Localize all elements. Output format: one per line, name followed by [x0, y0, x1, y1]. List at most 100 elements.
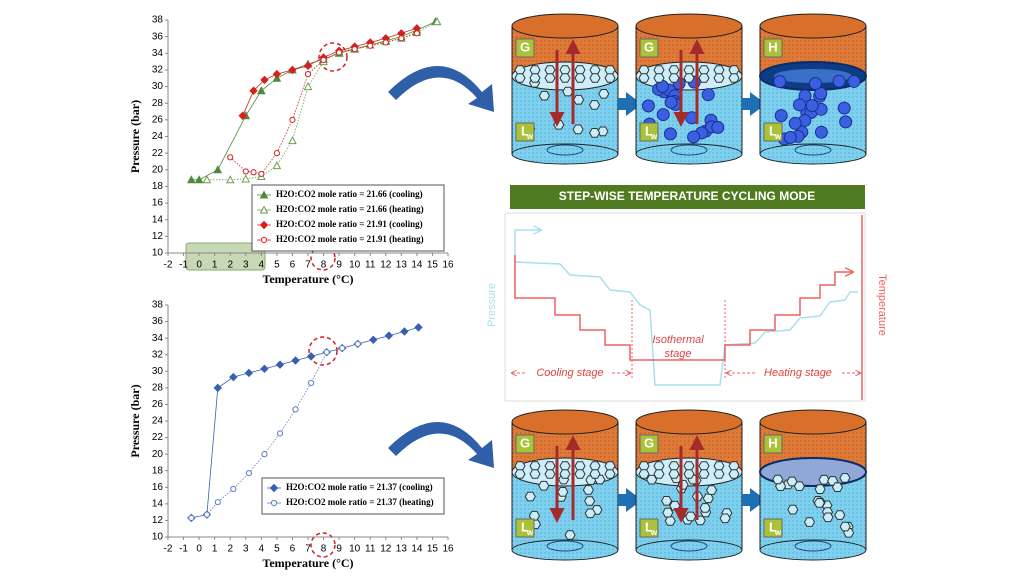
bubble [589, 128, 601, 138]
bubble [653, 73, 665, 83]
bubble [514, 65, 526, 75]
x-tick-label: 14 [411, 544, 423, 555]
x-tick-label: 5 [274, 544, 280, 555]
bubble [589, 65, 601, 75]
cylinder: H Lw [759, 13, 867, 165]
y-tick-label: 12 [152, 231, 164, 242]
marker [276, 430, 284, 437]
marker [188, 514, 195, 522]
y-tick-label: 24 [152, 131, 164, 142]
phase-tag [639, 434, 659, 454]
bubble [653, 469, 665, 479]
marker [241, 174, 251, 183]
hydrate-particle [837, 101, 851, 115]
series-line [206, 21, 438, 181]
y-tick-label: 16 [152, 198, 164, 209]
marker [214, 499, 221, 506]
bubble [524, 491, 536, 502]
y-axis-label: Pressure (bar) [128, 100, 142, 173]
bubble [685, 511, 697, 522]
bubble [683, 65, 695, 75]
marker [320, 56, 327, 64]
hydrate-particle [711, 120, 725, 134]
y-tick-label: 10 [152, 532, 164, 543]
phase-label: L [521, 123, 529, 138]
legend-label: H2O:CO2 mole ratio = 21.37 (cooling) [286, 482, 433, 492]
bubble [668, 73, 680, 83]
bubble [839, 521, 851, 532]
bubble [588, 100, 601, 110]
y-tick-label: 22 [152, 148, 164, 159]
x-tick-label: 16 [442, 260, 454, 271]
phase-subscript: w [774, 132, 782, 141]
x-tick-label: 3 [243, 260, 249, 271]
bubble [562, 86, 574, 97]
hydrate-particle [664, 95, 678, 109]
bubble [713, 73, 725, 83]
bubble [653, 65, 665, 75]
x-tick-label: 4 [259, 544, 265, 555]
step-arrow [742, 488, 766, 512]
bubble [698, 461, 710, 471]
legend-label: H2O:CO2 mole ratio = 21.37 (heating) [286, 497, 434, 507]
bubble [544, 65, 556, 75]
marker [367, 42, 374, 49]
bubble [698, 469, 710, 479]
marker [369, 335, 378, 345]
y-axis-label: Pressure (bar) [128, 384, 142, 457]
ring [794, 540, 832, 552]
phase-subscript: w [650, 132, 658, 141]
bubble [514, 461, 526, 471]
x-tick-label: -2 [164, 260, 173, 271]
bubble [574, 65, 586, 75]
hydrate-particle [814, 125, 828, 139]
marker [194, 175, 204, 184]
marker [308, 379, 315, 386]
bubble [604, 73, 616, 83]
marker [260, 75, 269, 85]
bubble [604, 469, 616, 479]
bubble [638, 461, 650, 471]
marker [186, 175, 196, 184]
bubble [646, 474, 658, 485]
bubble [787, 504, 799, 515]
y-tick-label: 34 [152, 48, 164, 59]
marker [272, 69, 282, 79]
legend-label: H2O:CO2 mole ratio = 21.66 (heating) [276, 204, 424, 214]
marker [336, 49, 343, 56]
banner [510, 185, 865, 209]
x-tick-label: 11 [365, 544, 376, 555]
phase-label: G [644, 39, 654, 54]
phase-tag [763, 518, 783, 538]
bubble [597, 126, 609, 137]
x-tick-label: 9 [336, 260, 342, 271]
stage-label: Isothermal [652, 334, 704, 346]
bubble [544, 73, 556, 83]
bubble [574, 469, 586, 479]
x-tick-label: 15 [427, 260, 439, 271]
marker [291, 356, 300, 365]
bubble [529, 65, 541, 75]
legend-marker [269, 483, 279, 493]
bubble [559, 469, 571, 479]
y-tick-label: 34 [152, 333, 164, 344]
cylinder-bottom [759, 143, 867, 165]
cylinder-top [511, 409, 619, 435]
cylinder-top [635, 13, 743, 39]
y-tick-label: 38 [152, 300, 164, 311]
marker [288, 65, 297, 75]
x-tick-label: 0 [196, 544, 202, 555]
highlight-circle [308, 336, 338, 366]
hydrate-particle [832, 74, 846, 88]
bubble [638, 469, 650, 479]
bubble [728, 461, 740, 471]
bubble [584, 496, 596, 506]
cylinder: G Lw [511, 13, 619, 165]
x-tick-label: 16 [442, 544, 454, 555]
bubble [831, 482, 844, 492]
x-tick-label: 2 [227, 260, 233, 271]
hydrate-particle [773, 75, 787, 89]
bubble [706, 485, 718, 495]
marker [229, 372, 238, 382]
bubble [728, 469, 740, 479]
